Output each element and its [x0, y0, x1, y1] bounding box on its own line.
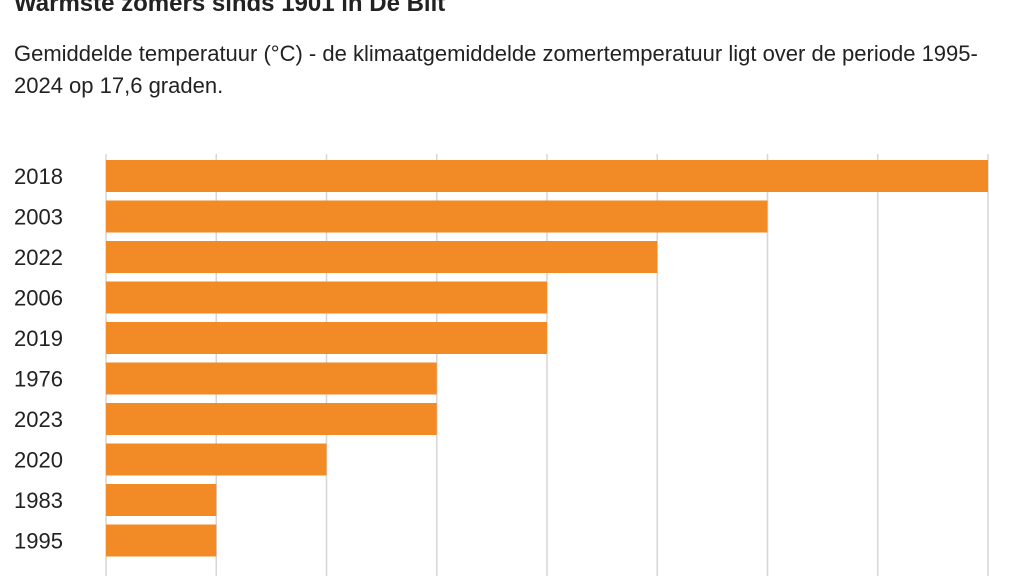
category-label-2023: 2023	[14, 407, 63, 432]
chart-title: Warmste zomers sinds 1901 in De Bilt	[14, 0, 446, 17]
category-label-2006: 2006	[14, 286, 63, 311]
category-label-2022: 2022	[14, 245, 63, 270]
bar-2022	[106, 241, 658, 273]
category-label-2019: 2019	[14, 326, 63, 351]
category-labels: 2018 2003 2022 2006 2019 1976 2023 2020 1983 1995	[14, 164, 63, 554]
category-label-2018: 2018	[14, 164, 63, 189]
bar-1995	[106, 524, 217, 557]
chart-subtitle: Gemiddelde temperatuur (°C) - de klimaat…	[14, 41, 978, 98]
bar-2006	[106, 281, 547, 314]
bar-1983	[106, 484, 217, 516]
bar-2019	[106, 322, 547, 354]
bars	[106, 160, 988, 557]
bar-2018	[106, 160, 988, 192]
bar-2023	[106, 403, 437, 435]
category-label-1983: 1983	[14, 488, 63, 513]
category-label-1995: 1995	[14, 529, 63, 554]
bar-2020	[106, 443, 327, 476]
category-label-2003: 2003	[14, 205, 63, 230]
category-label-2020: 2020	[14, 448, 63, 473]
category-label-1976: 1976	[14, 367, 63, 392]
bar-1976	[106, 362, 437, 395]
bar-2003	[106, 200, 768, 233]
